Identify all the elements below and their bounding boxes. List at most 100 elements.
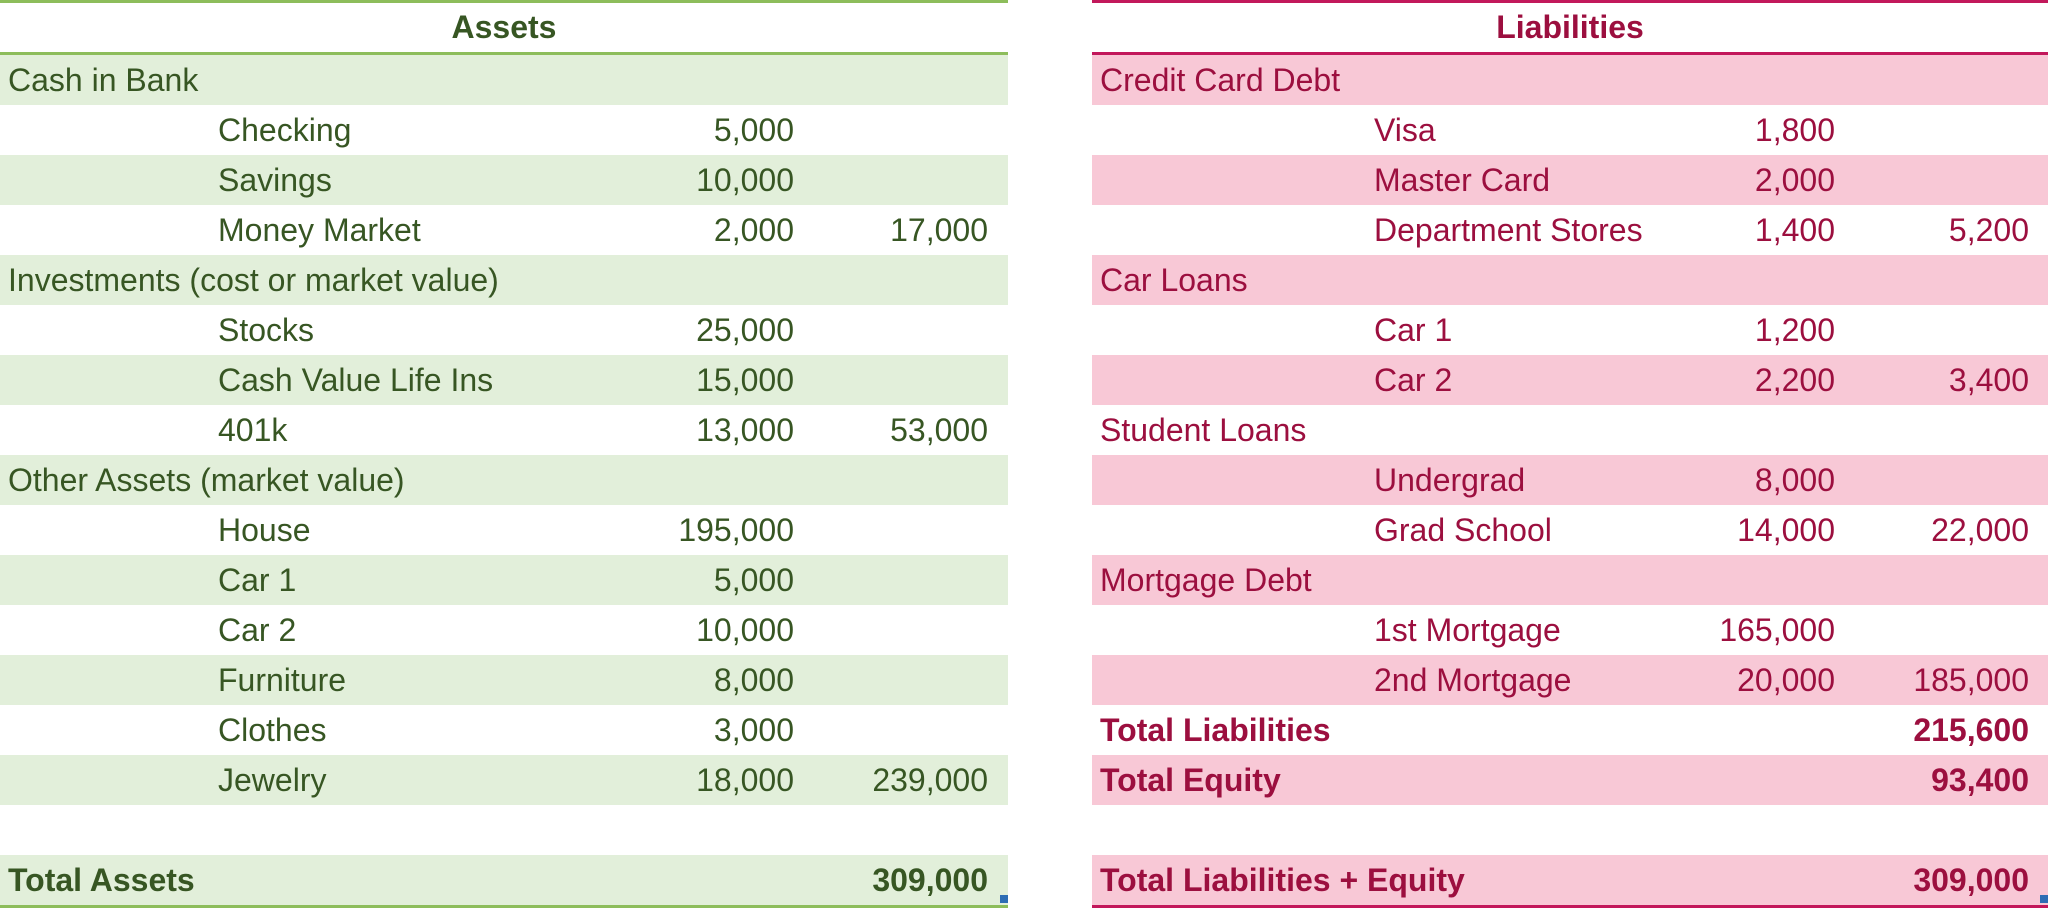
liability-item-row[interactable]: 1st Mortgage 165,000 [1092, 605, 2048, 655]
item-amount: 25,000 [696, 311, 794, 348]
liability-item-row[interactable]: Car 2 2,200 3,400 [1092, 355, 2048, 405]
assets-header: Assets [451, 9, 557, 45]
total-liabilities-equity-row[interactable]: Total Liabilities + Equity 309,000 [1092, 855, 2048, 905]
asset-item-row[interactable]: Cash Value Life Ins 15,000 [0, 355, 1008, 405]
item-amount: 2,000 [1754, 161, 1835, 198]
asset-item-row[interactable]: Clothes 3,000 [0, 705, 1008, 755]
asset-item-row[interactable]: Furniture 8,000 [0, 655, 1008, 705]
category-subtotal: 22,000 [1931, 511, 2029, 548]
category-label: Investments (cost or market value) [8, 261, 499, 298]
item-label: 1st Mortgage [1374, 611, 1561, 648]
liability-category-row[interactable]: Student Loans [1092, 405, 2048, 455]
asset-item-row[interactable]: Checking 5,000 [0, 105, 1008, 155]
item-label: Master Card [1374, 161, 1551, 198]
asset-category-row[interactable]: Investments (cost or market value) [0, 255, 1008, 305]
item-label: Clothes [218, 711, 327, 748]
liability-category-row[interactable]: Credit Card Debt [1092, 55, 2048, 105]
category-label: Other Assets (market value) [8, 461, 405, 498]
item-amount: 3,000 [713, 711, 794, 748]
total-assets-label: Total Assets [8, 861, 195, 898]
assets-header-rule [0, 52, 1008, 55]
liability-item-row[interactable]: Visa 1,800 [1092, 105, 2048, 155]
liabilities-header-rule [1092, 52, 2048, 55]
item-label: Car 1 [1374, 311, 1453, 348]
item-label: Car 1 [218, 561, 297, 598]
item-label: 2nd Mortgage [1374, 661, 1572, 698]
item-label: Car 2 [218, 611, 297, 648]
liability-category-row[interactable]: Mortgage Debt [1092, 555, 2048, 605]
category-subtotal: 5,200 [1948, 211, 2029, 248]
item-amount: 10,000 [696, 161, 794, 198]
item-amount: 15,000 [696, 361, 794, 398]
total-label: Total Equity [1100, 761, 1281, 798]
item-amount: 1,400 [1754, 211, 1835, 248]
asset-item-row[interactable]: Jewelry 18,000 239,000 [0, 755, 1008, 805]
item-amount: 8,000 [1754, 461, 1835, 498]
category-label: Student Loans [1100, 411, 1307, 448]
item-amount: 18,000 [696, 761, 794, 798]
liability-item-row[interactable]: Car 1 1,200 [1092, 305, 2048, 355]
asset-item-row[interactable]: Stocks 25,000 [0, 305, 1008, 355]
item-label: Undergrad [1374, 461, 1526, 498]
item-label: Cash Value Life Ins [218, 361, 494, 398]
total-liabilities-equity-value: 309,000 [1913, 861, 2029, 898]
total-assets-value: 309,000 [872, 861, 988, 898]
assets-spacer-row [0, 805, 1008, 855]
item-amount: 195,000 [678, 511, 794, 548]
category-label: Mortgage Debt [1100, 561, 1312, 598]
asset-item-row[interactable]: Savings 10,000 [0, 155, 1008, 205]
item-amount: 2,000 [713, 211, 794, 248]
liabilities-bottom-rule [1092, 905, 2048, 908]
liability-total-row[interactable]: Total Equity 93,400 [1092, 755, 2048, 805]
total-label: Total Liabilities [1100, 711, 1331, 748]
liabilities-rows: Credit Card Debt Visa 1,800 Master Card 2,00… [1092, 55, 2048, 805]
item-label: Furniture [218, 661, 347, 698]
liability-total-row[interactable]: Total Liabilities 215,600 [1092, 705, 2048, 755]
liability-item-row[interactable]: Grad School 14,000 22,000 [1092, 505, 2048, 555]
item-amount: 1,800 [1754, 111, 1835, 148]
total-liabilities-equity-label: Total Liabilities + Equity [1100, 861, 1465, 898]
liability-item-row[interactable]: 2nd Mortgage 20,000 185,000 [1092, 655, 2048, 705]
total-value: 215,600 [1913, 711, 2029, 748]
asset-item-row[interactable]: Money Market 2,000 17,000 [0, 205, 1008, 255]
category-label: Cash in Bank [8, 61, 199, 98]
asset-item-row[interactable]: House 195,000 [0, 505, 1008, 555]
liabilities-spacer-row [1092, 805, 2048, 855]
liability-item-row[interactable]: Department Stores 1,400 5,200 [1092, 205, 2048, 255]
item-label: Checking [218, 111, 352, 148]
assets-top-rule [0, 0, 1008, 3]
liability-item-row[interactable]: Undergrad 8,000 [1092, 455, 2048, 505]
assets-rows: Cash in Bank Checking 5,000 Savings 10,000 Mo… [0, 55, 1008, 805]
category-subtotal: 185,000 [1913, 661, 2029, 698]
liability-category-row[interactable]: Car Loans [1092, 255, 2048, 305]
item-label: Stocks [218, 311, 315, 348]
asset-category-row[interactable]: Other Assets (market value) [0, 455, 1008, 505]
item-label: Visa [1374, 111, 1436, 148]
category-subtotal: 17,000 [890, 211, 988, 248]
item-label: Department Stores [1374, 211, 1643, 248]
item-amount: 20,000 [1737, 661, 1835, 698]
category-subtotal: 3,400 [1948, 361, 2029, 398]
asset-item-row[interactable]: Car 1 5,000 [0, 555, 1008, 605]
liability-item-row[interactable]: Master Card 2,000 [1092, 155, 2048, 205]
total-assets-row[interactable]: Total Assets 309,000 [0, 855, 1008, 905]
liabilities-panel: Liabilities Credit Card Debt Visa 1,800 Mas… [1092, 0, 2048, 908]
asset-category-row[interactable]: Cash in Bank [0, 55, 1008, 105]
item-label: Car 2 [1374, 361, 1453, 398]
item-amount: 165,000 [1719, 611, 1835, 648]
item-label: House [218, 511, 311, 548]
category-subtotal: 53,000 [890, 411, 988, 448]
item-amount: 5,000 [713, 561, 794, 598]
assets-bottom-rule [0, 905, 1008, 908]
item-amount: 10,000 [696, 611, 794, 648]
cell-fill-handle[interactable] [1000, 895, 1008, 903]
liabilities-top-rule [1092, 0, 2048, 3]
asset-item-row[interactable]: Car 2 10,000 [0, 605, 1008, 655]
asset-item-row[interactable]: 401k 13,000 53,000 [0, 405, 1008, 455]
item-label: Savings [218, 161, 332, 198]
item-amount: 13,000 [696, 411, 794, 448]
cell-fill-handle[interactable] [2040, 895, 2048, 903]
item-label: Jewelry [218, 761, 327, 798]
assets-panel: Assets Cash in Bank Checking 5,000 Savings 1… [0, 0, 1008, 908]
item-amount: 2,200 [1754, 361, 1835, 398]
